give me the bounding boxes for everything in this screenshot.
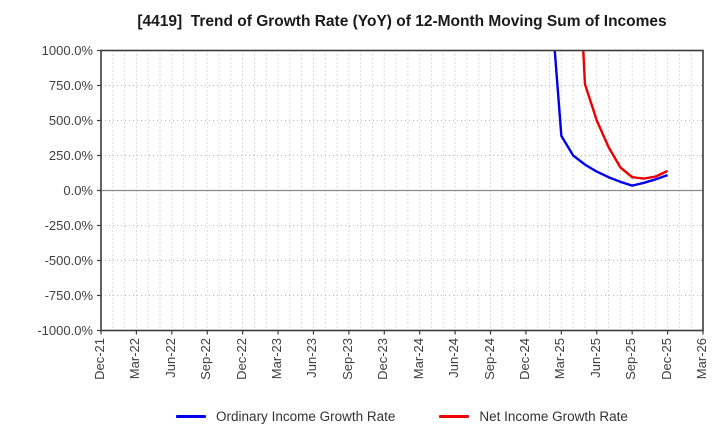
y-tick-label: -500.0% [44, 252, 93, 268]
x-tick-label: Jun-24 [446, 337, 462, 378]
y-tick-label: -250.0% [44, 217, 93, 233]
y-tick-label: 1000.0% [41, 42, 93, 58]
legend-item-net-income: Net Income Growth Rate [439, 409, 628, 424]
y-tick-label: 0.0% [63, 182, 93, 198]
net-income-line-swatch [439, 414, 470, 418]
x-tick-label: Dec-21 [92, 337, 107, 380]
x-tick-label: Mar-25 [552, 337, 568, 379]
x-tick-label: Mar-23 [269, 337, 285, 379]
x-tick-label: Dec-24 [516, 337, 532, 380]
x-tick-label: Dec-22 [233, 337, 249, 380]
y-tick-label: -750.0% [44, 287, 93, 303]
x-tick-label: Jun-23 [304, 337, 320, 378]
legend: Ordinary Income Growth Rate Net Income G… [101, 404, 703, 428]
y-tick-label: 500.0% [48, 112, 93, 128]
series-line-net-income-growth-rate [582, 50, 669, 180]
x-tick-label: Sep-23 [339, 337, 355, 380]
x-tick-label: Mar-24 [410, 337, 426, 379]
legend-item-ordinary-income: Ordinary Income Growth Rate [176, 409, 395, 424]
x-tick-label: Jun-22 [162, 337, 178, 378]
y-tick-label: -1000.0% [37, 322, 93, 338]
ordinary-income-line-swatch [176, 414, 207, 418]
x-tick-label: Sep-25 [623, 337, 639, 380]
x-tick-label: Mar-26 [694, 337, 709, 379]
x-tick-label: Mar-22 [127, 337, 143, 379]
x-tick-label: Jun-25 [587, 337, 603, 378]
chart-title: [4419] Trend of Growth Rate (YoY) of 12-… [137, 13, 667, 30]
x-tick-label: Dec-23 [375, 337, 391, 380]
y-tick-label: 250.0% [48, 147, 93, 163]
x-tick-label: Sep-24 [481, 337, 497, 380]
series-line-ordinary-income-growth-rate [553, 50, 668, 187]
x-tick-label: Sep-22 [198, 337, 214, 380]
ordinary-income-legend-label: Ordinary Income Growth Rate [216, 408, 396, 424]
x-tick-label: Dec-25 [658, 337, 674, 380]
net-income-legend-label: Net Income Growth Rate [479, 408, 628, 424]
y-tick-label: 750.0% [48, 77, 93, 93]
